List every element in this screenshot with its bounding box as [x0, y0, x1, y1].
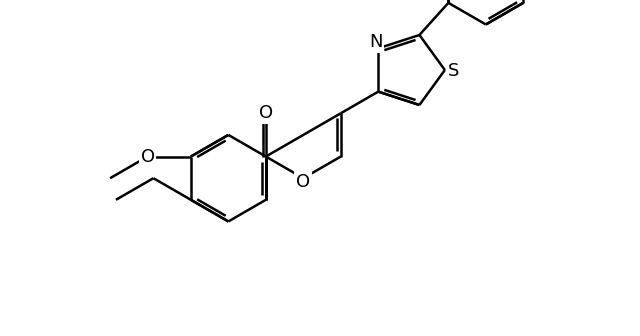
Text: O: O — [259, 104, 273, 122]
Text: N: N — [369, 33, 383, 51]
Text: S: S — [449, 62, 460, 80]
Text: O: O — [296, 173, 310, 191]
Text: O: O — [141, 148, 155, 166]
